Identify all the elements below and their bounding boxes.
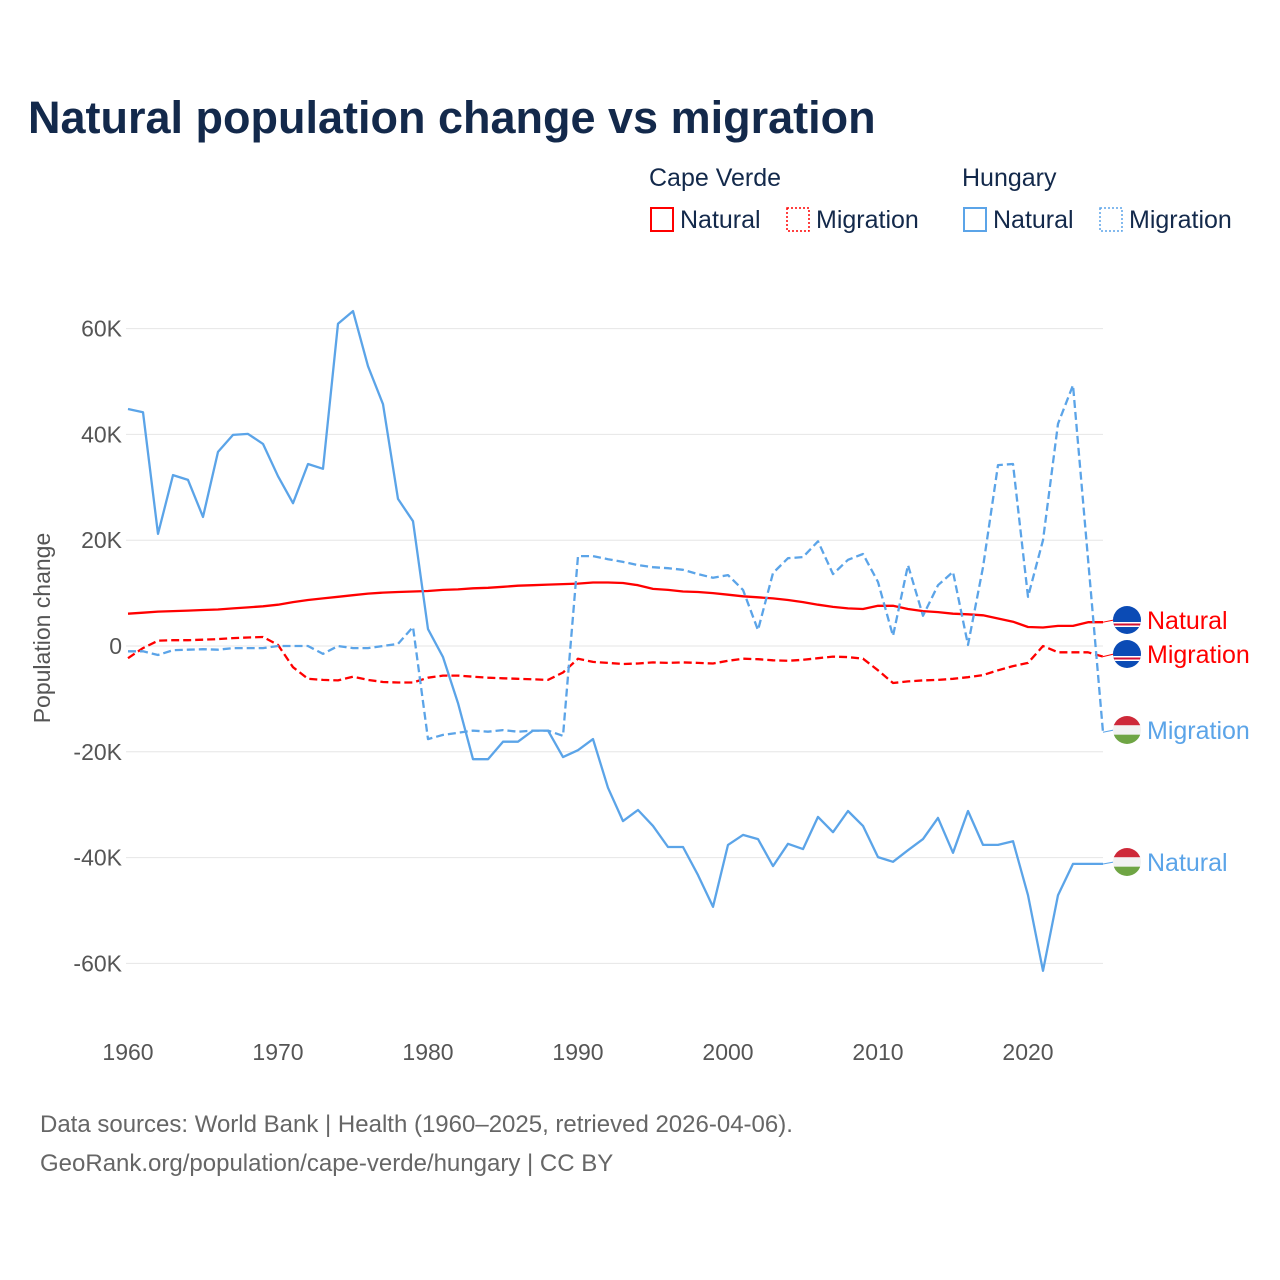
y-tick-label: 60K bbox=[81, 316, 123, 342]
y-tick-label: -60K bbox=[73, 950, 122, 976]
flag-stripe-red bbox=[1113, 623, 1141, 626]
y-axis-label: Population change bbox=[29, 533, 55, 724]
end-label-connector bbox=[1102, 729, 1115, 733]
y-axis-ticks: 60K 40K 20K 0 -20K -40K -60K bbox=[73, 316, 122, 977]
flag-stripe-red bbox=[1113, 716, 1141, 726]
flag-stripe-green bbox=[1113, 866, 1141, 876]
legend-item-cv-natural[interactable]: Natural bbox=[680, 206, 761, 234]
flag-stripe-green bbox=[1113, 734, 1141, 744]
cape-verde-flag-icon bbox=[1113, 606, 1141, 634]
legend-group-cape-verde: Cape Verde bbox=[649, 164, 781, 192]
hungary-flag-icon bbox=[1113, 848, 1141, 876]
end-label-connector bbox=[1102, 861, 1115, 865]
series-lines bbox=[127, 309, 1105, 972]
legend-group-hungary: Hungary bbox=[962, 164, 1057, 192]
legend-item-cv-migration[interactable]: Migration bbox=[816, 206, 919, 234]
x-axis-ticks: 1960 1970 1980 1990 2000 2010 2020 bbox=[102, 1039, 1053, 1065]
flag-field-blue bbox=[1113, 606, 1141, 634]
cape-verde-flag-icon bbox=[1113, 640, 1141, 668]
legend-item-hu-migration[interactable]: Migration bbox=[1129, 206, 1232, 234]
x-tick-label: 1980 bbox=[402, 1039, 453, 1065]
flag-stripe-red bbox=[1113, 848, 1141, 858]
legend: Cape Verde Natural Migration Hungary Nat… bbox=[649, 164, 1232, 234]
legend-item-hu-natural[interactable]: Natural bbox=[993, 206, 1074, 234]
end-labels: Natural Migration Migration Natural bbox=[1102, 606, 1250, 877]
y-tick-label: -20K bbox=[73, 739, 122, 765]
hungary-flag-icon bbox=[1113, 716, 1141, 744]
footer-link[interactable]: GeoRank.org/population/cape-verde/hungar… bbox=[40, 1150, 613, 1177]
x-tick-label: 2000 bbox=[702, 1039, 753, 1065]
series-line-cape-verde-migration bbox=[127, 635, 1104, 685]
x-tick-label: 2020 bbox=[1002, 1039, 1053, 1065]
x-tick-label: 2010 bbox=[852, 1039, 903, 1065]
y-tick-label: 0 bbox=[109, 633, 122, 659]
legend-swatch-hu-natural bbox=[963, 207, 987, 232]
footer-sources: Data sources: World Bank | Health (1960–… bbox=[40, 1111, 793, 1138]
end-label: Natural bbox=[1147, 849, 1228, 877]
end-label-connector bbox=[1102, 619, 1115, 623]
y-tick-label: -40K bbox=[73, 845, 122, 871]
flag-stripe-white bbox=[1113, 857, 1141, 867]
legend-swatch-cv-natural bbox=[650, 207, 674, 232]
flag-stripe-red bbox=[1113, 657, 1141, 660]
legend-swatch-cv-migration bbox=[786, 207, 810, 232]
flag-field-blue bbox=[1113, 640, 1141, 668]
chart-title: Natural population change vs migration bbox=[28, 92, 876, 143]
legend-swatch-hu-migration bbox=[1099, 207, 1123, 232]
series-line-hungary-migration bbox=[128, 384, 1105, 741]
y-tick-label: 40K bbox=[81, 421, 123, 447]
end-label: Natural bbox=[1147, 607, 1228, 635]
end-label: Migration bbox=[1147, 641, 1250, 669]
x-tick-label: 1970 bbox=[252, 1039, 303, 1065]
flag-stripe-white bbox=[1113, 725, 1141, 735]
series-line-cape-verde-natural bbox=[127, 581, 1103, 629]
end-label-connector bbox=[1102, 653, 1115, 658]
x-tick-label: 1990 bbox=[552, 1039, 603, 1065]
series-line-hungary-natural bbox=[127, 309, 1103, 972]
end-label: Migration bbox=[1147, 717, 1250, 745]
x-tick-label: 1960 bbox=[102, 1039, 153, 1065]
y-tick-label: 20K bbox=[81, 527, 123, 553]
